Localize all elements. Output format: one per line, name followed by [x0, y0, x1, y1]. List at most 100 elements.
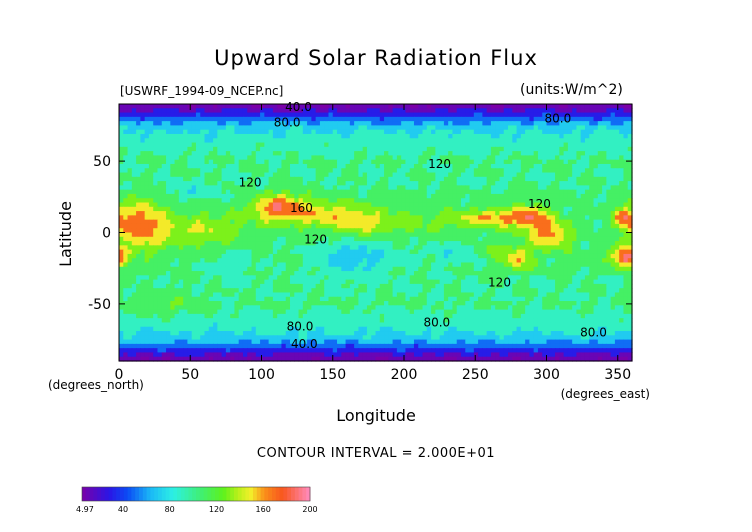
field-cell — [623, 202, 629, 208]
field-cell — [204, 172, 210, 178]
field-cell — [337, 159, 342, 165]
field-cell — [503, 215, 509, 221]
field-cell — [405, 125, 411, 131]
field-cell — [349, 189, 355, 195]
field-cell — [225, 236, 231, 242]
field-cell — [461, 241, 466, 246]
field-cell — [503, 266, 509, 272]
field-cell — [503, 108, 509, 114]
field-cell — [337, 253, 342, 259]
field-cell — [161, 241, 167, 246]
field-cell — [272, 253, 278, 259]
field-cell — [285, 138, 291, 144]
field-cell — [555, 253, 560, 259]
field-cell — [178, 245, 184, 251]
field-cell — [307, 258, 312, 264]
field-cell — [354, 129, 360, 135]
field-cell — [311, 228, 317, 234]
field-cell — [452, 142, 458, 148]
field-cell — [606, 266, 612, 272]
field-cell — [550, 223, 556, 229]
field-cell — [294, 172, 300, 178]
field-cell — [525, 121, 531, 127]
field-cell — [503, 223, 509, 229]
field-cell — [392, 104, 398, 109]
field-cell — [422, 198, 428, 204]
field-cell — [204, 206, 210, 212]
field-cell — [388, 172, 394, 178]
field-cell — [200, 112, 206, 118]
field-cell — [349, 108, 355, 114]
field-cell — [242, 125, 248, 131]
field-cell — [204, 151, 210, 156]
field-cell — [123, 104, 129, 109]
field-cell — [542, 163, 548, 169]
field-cell — [495, 253, 501, 259]
field-cell — [157, 176, 163, 182]
field-cell — [268, 185, 274, 191]
field-cell — [529, 241, 535, 246]
field-cell — [298, 129, 304, 135]
field-cell — [435, 245, 441, 251]
field-cell — [379, 266, 385, 272]
field-cell — [490, 198, 496, 204]
field-cell — [572, 125, 578, 131]
field-cell — [469, 215, 475, 221]
field-cell — [204, 275, 210, 281]
field-cell — [371, 228, 377, 234]
field-cell — [627, 121, 633, 127]
field-cell — [435, 176, 441, 182]
field-cell — [148, 193, 154, 199]
field-cell — [187, 249, 193, 255]
field-cell — [495, 112, 501, 118]
field-cell — [324, 253, 330, 259]
field-cell — [268, 241, 274, 246]
field-cell — [469, 228, 475, 234]
field-cell — [315, 241, 321, 246]
field-cell — [183, 133, 189, 139]
field-cell — [302, 116, 308, 122]
field-cell — [298, 253, 304, 259]
field-cell — [371, 112, 377, 118]
field-cell — [238, 146, 244, 152]
field-cell — [153, 112, 159, 118]
field-cell — [213, 159, 218, 165]
field-cell — [255, 228, 261, 234]
field-cell — [272, 168, 278, 174]
field-cell — [610, 125, 616, 131]
field-cell — [589, 219, 595, 225]
field-cell — [200, 146, 206, 152]
field-cell — [431, 189, 436, 195]
field-cell — [187, 193, 193, 199]
field-cell — [435, 108, 441, 114]
field-cell — [610, 159, 616, 165]
field-cell — [537, 125, 543, 131]
field-cell — [281, 206, 287, 212]
field-cell — [315, 176, 321, 182]
field-cell — [277, 176, 283, 182]
field-cell — [456, 185, 462, 191]
field-cell — [153, 185, 159, 191]
field-cell — [542, 176, 548, 182]
field-cell — [486, 223, 492, 229]
field-cell — [285, 121, 291, 127]
field-cell — [550, 181, 556, 186]
field-cell — [213, 104, 218, 109]
field-cell — [392, 241, 398, 246]
field-cell — [525, 232, 531, 238]
field-cell — [623, 142, 629, 148]
field-cell — [448, 211, 454, 216]
field-cell — [281, 258, 287, 264]
field-cell — [379, 232, 385, 238]
field-cell — [563, 215, 569, 221]
field-cell — [589, 206, 595, 212]
field-cell — [426, 223, 432, 229]
field-cell — [277, 129, 283, 135]
field-cell — [174, 142, 180, 148]
field-cell — [183, 198, 189, 204]
field-cell — [589, 151, 595, 156]
field-cell — [555, 129, 560, 135]
field-cell — [140, 198, 146, 204]
field-cell — [251, 215, 257, 221]
field-cell — [602, 271, 607, 276]
